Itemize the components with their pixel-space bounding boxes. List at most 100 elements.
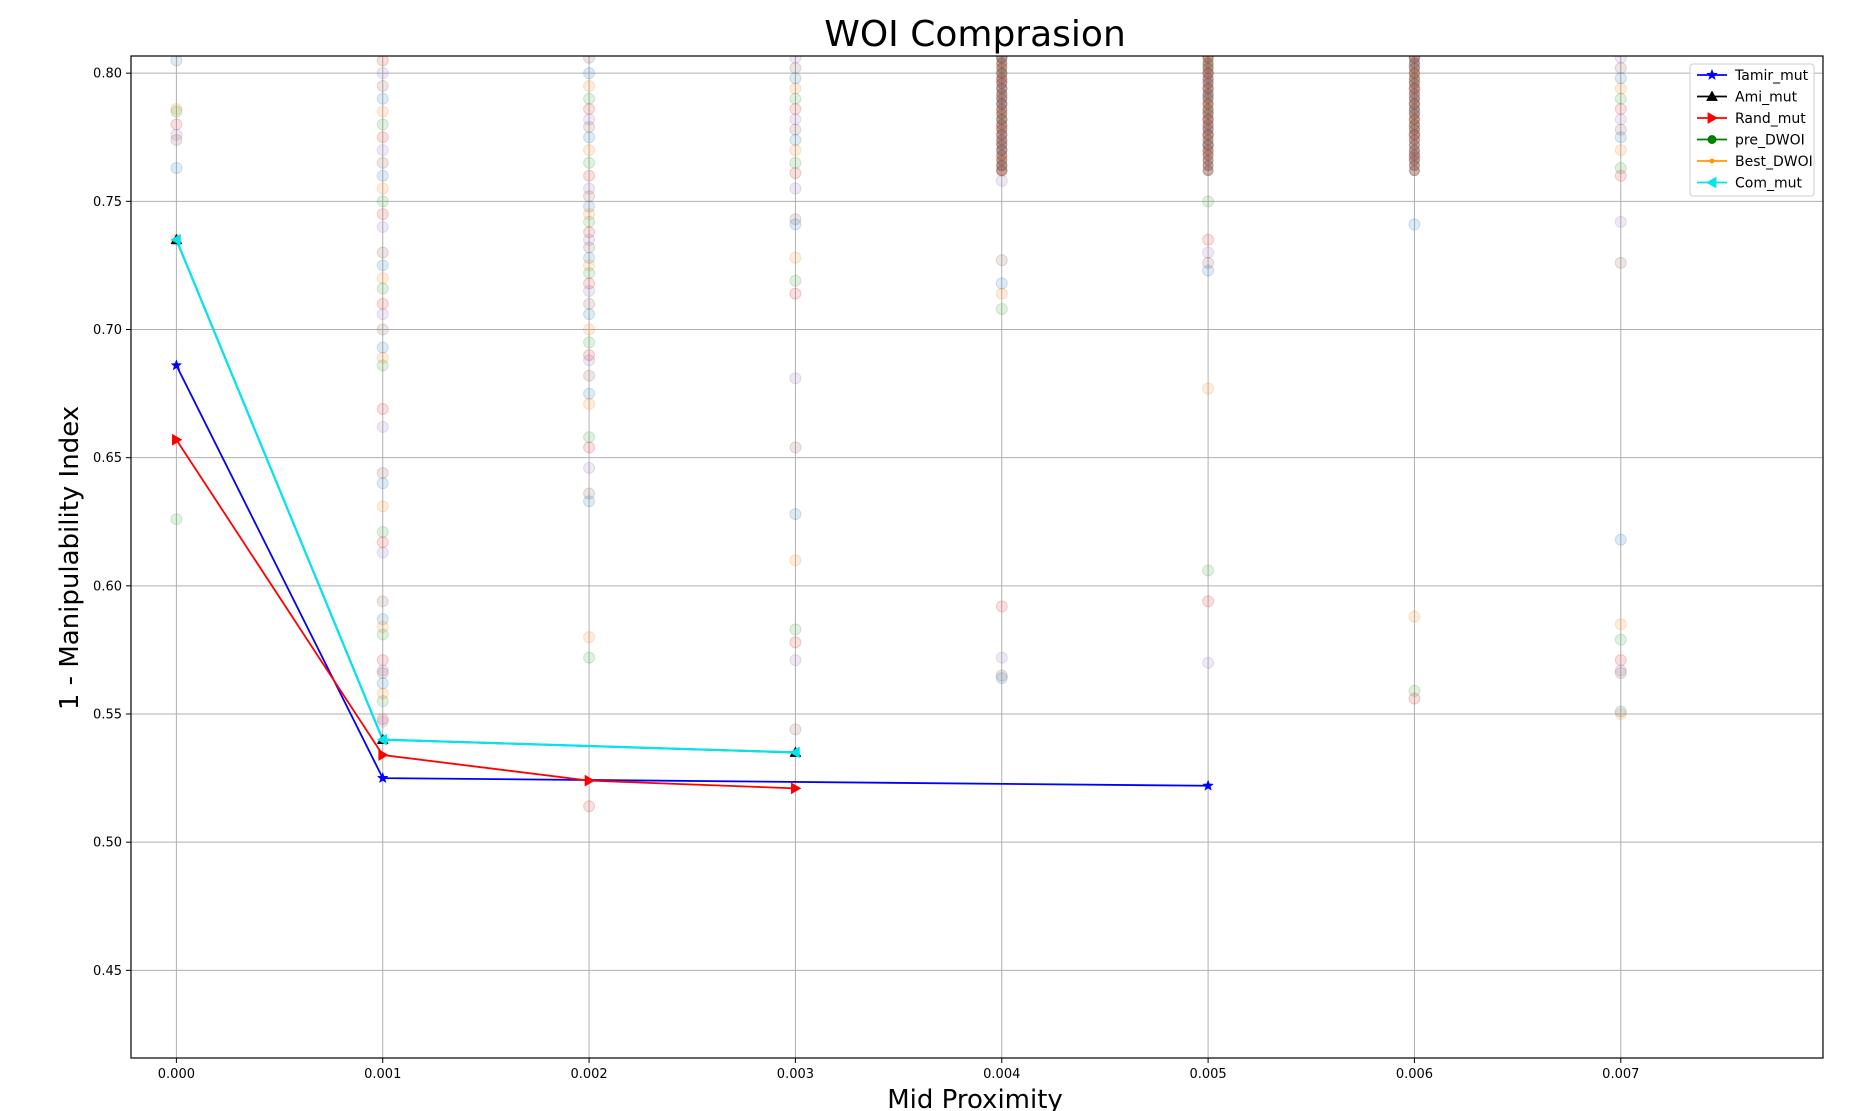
scatter-point — [583, 323, 596, 336]
scatter-point — [995, 59, 1008, 72]
scatter-point — [376, 220, 389, 233]
scatter-point — [789, 287, 802, 300]
scatter-point — [1614, 533, 1627, 546]
scatter-point — [583, 387, 596, 400]
scatter-point — [376, 420, 389, 433]
scatter-point — [789, 636, 802, 649]
grid — [131, 56, 1823, 1058]
scatter-point — [583, 631, 596, 644]
scatter-point — [1202, 146, 1215, 159]
scatter-point — [1614, 62, 1627, 75]
scatter-point — [583, 56, 596, 64]
scatter-point — [1202, 121, 1215, 134]
scatter-point — [1614, 131, 1627, 144]
scatter-point — [789, 372, 802, 385]
scatter-point — [995, 136, 1008, 149]
scatter-point — [583, 200, 596, 213]
scatter-point — [1202, 195, 1215, 208]
scatter-point — [376, 92, 389, 105]
x-tick-label-3: 0.003 — [777, 1067, 814, 1082]
series-line-Rand_mut — [175, 439, 796, 790]
scatter-point — [1202, 264, 1215, 277]
scatter-point — [1202, 656, 1215, 669]
scatter-point — [995, 277, 1008, 290]
scatter-point — [583, 369, 596, 382]
scatter-point — [376, 664, 389, 677]
scatter-point — [1202, 382, 1215, 395]
scatter-point — [583, 431, 596, 444]
series-point-Rand_mut — [378, 749, 389, 761]
plot-frame — [130, 55, 1824, 1059]
scatter-point — [170, 118, 183, 131]
y-axis-ticks: 0.45 0.50 0.55 0.60 0.65 0.70 0.75 0.80 — [93, 67, 131, 979]
scatter-point — [1614, 664, 1627, 677]
scatter-point — [583, 297, 596, 310]
scatter-point — [376, 169, 389, 182]
scatter-point — [583, 121, 596, 134]
y-tick-label-7: 0.80 — [93, 67, 122, 82]
x-tick-label-0: 0.000 — [158, 1067, 195, 1082]
scatter-point — [789, 92, 802, 105]
scatter-point — [1614, 144, 1627, 157]
scatter-point — [1614, 654, 1627, 667]
scatter-point — [583, 215, 596, 228]
scatter-point — [1408, 610, 1421, 623]
scatter-point — [170, 105, 183, 118]
scatter-point — [995, 90, 1008, 103]
scatter-point — [1408, 56, 1420, 64]
scatter-point — [1408, 105, 1421, 118]
scatter-point — [995, 600, 1008, 613]
y-tick-label-3: 0.60 — [93, 579, 122, 594]
scatter-point — [789, 274, 802, 287]
scatter-point — [583, 169, 596, 182]
scatter-point — [1408, 74, 1421, 87]
series-point-Tamir_mut — [170, 359, 183, 371]
scatter-point — [376, 526, 389, 539]
scatter-point — [995, 672, 1008, 685]
series-point-Com_mut — [789, 746, 800, 759]
legend-entries: Tamir_mut Ami_mut Rand_mut pre_DWOI Best_DWO… — [1697, 68, 1813, 192]
scatter-point — [583, 156, 596, 169]
scatter-point — [583, 800, 596, 813]
scatter-point — [376, 297, 389, 310]
scatter-point — [1614, 162, 1627, 175]
scatter-point — [583, 259, 596, 272]
scatter-point — [583, 233, 596, 246]
legend-label-Best_DWOI: Best_DWOI — [1735, 154, 1813, 170]
scatter-point — [376, 79, 389, 92]
scatter-point — [1202, 595, 1215, 608]
scatter-point — [789, 508, 802, 521]
y-tick-label-6: 0.75 — [93, 195, 122, 210]
legend-label-Com_mut: Com_mut — [1735, 176, 1802, 192]
scatter-point — [583, 354, 596, 367]
scatter-point — [789, 167, 802, 180]
y-tick-label-1: 0.50 — [93, 836, 122, 851]
legend-entry-pre_DWOI: pre_DWOI — [1697, 133, 1805, 149]
scatter-point — [583, 182, 596, 195]
scatter-point — [995, 74, 1008, 87]
legend-marker-Tamir_mut — [1706, 68, 1718, 81]
scatter-point — [1408, 146, 1421, 159]
legend-marker-pre_DWOI — [1707, 135, 1717, 144]
scatter-point — [376, 628, 389, 641]
scatter-point — [789, 62, 802, 75]
scatter-point — [583, 241, 596, 254]
scatter-point — [376, 341, 389, 354]
y-tick-label-0: 0.45 — [93, 964, 122, 979]
scatter-point — [583, 397, 596, 410]
scatter-point — [376, 308, 389, 321]
scatter-point — [1202, 105, 1215, 118]
scatter-point — [376, 105, 389, 118]
scatter-point — [583, 349, 596, 362]
legend-label-Ami_mut: Ami_mut — [1735, 90, 1798, 106]
scatter-point — [376, 323, 389, 336]
scatter-point — [583, 226, 596, 239]
scatter-point — [376, 595, 389, 608]
legend: Tamir_mut Ami_mut Rand_mut pre_DWOI Best_DWO… — [1689, 63, 1815, 197]
scatter-point — [583, 495, 596, 508]
scatter-point — [376, 687, 389, 700]
scatter-point — [1202, 233, 1215, 246]
scatter-point — [1202, 90, 1215, 103]
scatter-point — [1614, 256, 1627, 269]
